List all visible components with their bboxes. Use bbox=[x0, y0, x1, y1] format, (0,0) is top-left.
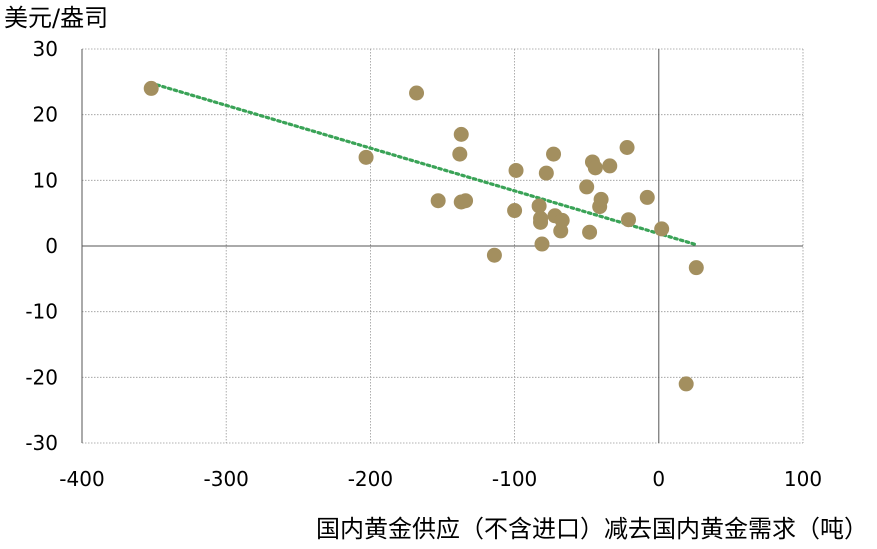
trendline bbox=[149, 81, 698, 247]
data-point bbox=[579, 179, 595, 195]
x-tick-label: -200 bbox=[348, 467, 393, 491]
data-point bbox=[430, 193, 446, 209]
data-point bbox=[582, 224, 598, 240]
data-point bbox=[678, 376, 694, 392]
data-point bbox=[358, 149, 374, 165]
data-point bbox=[654, 221, 670, 237]
x-tick-label: -300 bbox=[204, 467, 249, 491]
data-point bbox=[587, 160, 603, 176]
x-tick-label: -100 bbox=[492, 467, 537, 491]
y-tick-label: -30 bbox=[25, 431, 58, 455]
y-tick-label: 0 bbox=[45, 234, 58, 258]
x-tick-label: 100 bbox=[784, 467, 822, 491]
data-point bbox=[533, 214, 549, 230]
data-point bbox=[621, 212, 637, 228]
data-point bbox=[508, 162, 524, 178]
data-point bbox=[531, 198, 547, 214]
x-axis-title: 国内黄金供应（不含进口）减去国内黄金需求（吨） bbox=[316, 515, 868, 543]
data-point bbox=[486, 247, 502, 263]
data-point bbox=[452, 146, 468, 162]
data-point bbox=[553, 223, 569, 239]
data-points bbox=[143, 80, 704, 392]
axes bbox=[81, 49, 803, 443]
y-tick-label: 20 bbox=[33, 103, 58, 127]
y-tick-label: -10 bbox=[25, 300, 58, 324]
data-point bbox=[619, 140, 635, 155]
data-point bbox=[458, 193, 474, 209]
data-point bbox=[546, 146, 562, 162]
y-tick-label: 30 bbox=[33, 37, 58, 61]
data-point bbox=[639, 189, 655, 205]
data-point bbox=[538, 165, 554, 181]
y-tick-label: 10 bbox=[33, 168, 58, 192]
data-point bbox=[409, 85, 425, 101]
y-tick-label: -20 bbox=[25, 365, 58, 389]
data-point bbox=[534, 236, 550, 252]
data-point bbox=[143, 80, 159, 96]
y-axis-title: 美元/盎司 bbox=[4, 4, 108, 32]
data-point bbox=[453, 126, 469, 142]
data-point bbox=[507, 203, 523, 219]
trendline-layer bbox=[149, 81, 698, 247]
data-point bbox=[688, 260, 704, 276]
data-point bbox=[602, 158, 618, 174]
grid bbox=[81, 48, 804, 444]
data-point bbox=[593, 191, 609, 207]
x-tick-label: 0 bbox=[652, 467, 665, 491]
x-tick-label: -400 bbox=[59, 467, 104, 491]
